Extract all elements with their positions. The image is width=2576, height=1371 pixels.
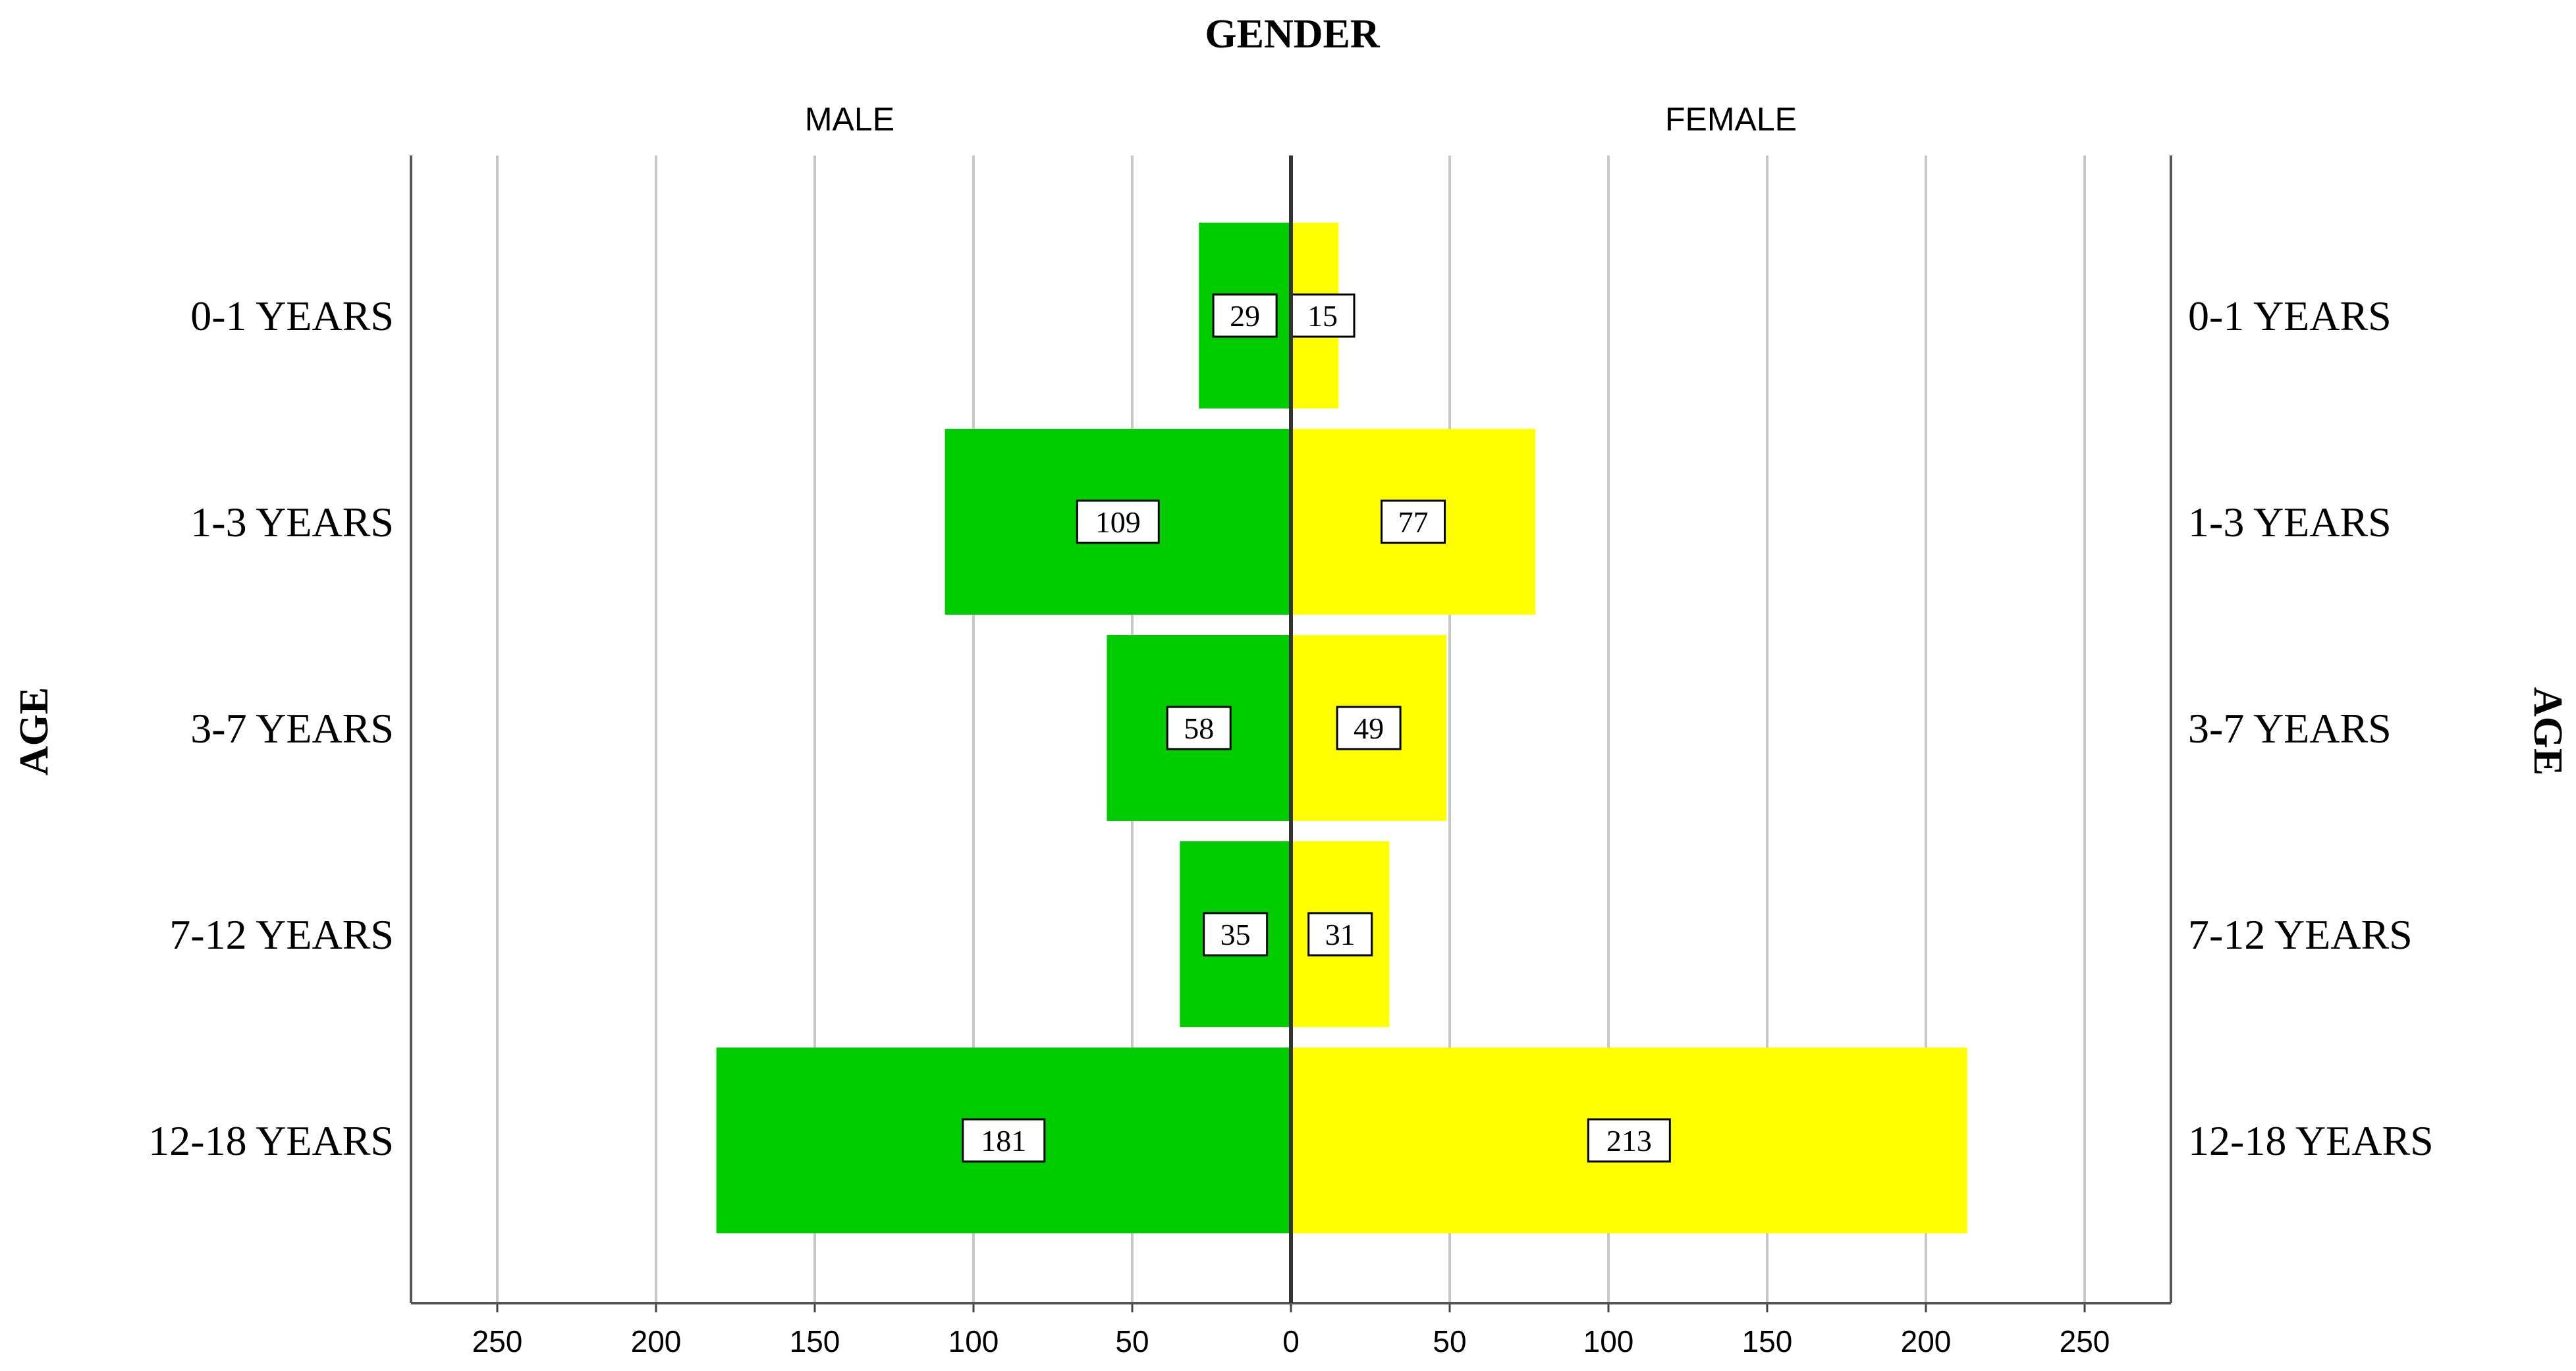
female-value-label: 49 [1354, 712, 1384, 745]
x-tick-label: 200 [631, 1324, 682, 1358]
x-tick-label: 100 [1583, 1324, 1634, 1358]
category-label-left: 1-3 YEARS [190, 499, 394, 546]
category-label-left: 7-12 YEARS [169, 911, 394, 958]
x-tick-label: 100 [948, 1324, 999, 1358]
data-label-box [1381, 499, 1446, 544]
left-axis-title: AGE [12, 687, 57, 775]
female-value-label: 213 [1606, 1124, 1652, 1158]
data-label-box [1587, 1118, 1671, 1163]
x-tick-label: 250 [2060, 1324, 2110, 1358]
female-panel-label: FEMALE [1665, 101, 1797, 138]
category-label-left: 3-7 YEARS [190, 705, 394, 752]
x-tick-label: 250 [472, 1324, 523, 1358]
data-label-box [1212, 293, 1278, 338]
category-label-right: 1-3 YEARS [2188, 499, 2392, 546]
category-label-right: 0-1 YEARS [2188, 293, 2392, 339]
male-value-label: 109 [1095, 505, 1141, 539]
data-label-box [1336, 706, 1402, 750]
female-value-label: 15 [1307, 299, 1338, 333]
male-panel-label: MALE [805, 101, 894, 138]
chart-title: GENDER [1205, 12, 1380, 57]
male-value-label: 35 [1220, 918, 1251, 951]
data-label-box [1307, 912, 1373, 957]
data-label-box [1290, 293, 1356, 338]
male-value-label: 29 [1230, 299, 1260, 333]
x-tick-label: 200 [1901, 1324, 1952, 1358]
male-value-label: 181 [981, 1124, 1026, 1158]
female-value-label: 77 [1398, 505, 1429, 539]
x-tick-label: 150 [1742, 1324, 1793, 1358]
right-axis-title: AGE [2525, 687, 2570, 775]
category-label-left: 0-1 YEARS [190, 293, 394, 339]
category-label-left: 12-18 YEARS [148, 1117, 394, 1164]
x-tick-label: 50 [1115, 1324, 1149, 1358]
category-label-right: 7-12 YEARS [2188, 911, 2413, 958]
category-label-right: 12-18 YEARS [2188, 1117, 2434, 1164]
x-tick-label: 50 [1433, 1324, 1466, 1358]
data-label-box [962, 1118, 1046, 1163]
data-label-box [1076, 499, 1160, 544]
female-value-label: 31 [1325, 918, 1356, 951]
data-label-box [1166, 706, 1232, 750]
male-value-label: 58 [1184, 712, 1214, 745]
category-label-right: 3-7 YEARS [2188, 705, 2392, 752]
x-tick-label: 150 [790, 1324, 840, 1358]
data-label-box [1203, 912, 1269, 957]
x-tick-label: 0 [1282, 1324, 1300, 1358]
